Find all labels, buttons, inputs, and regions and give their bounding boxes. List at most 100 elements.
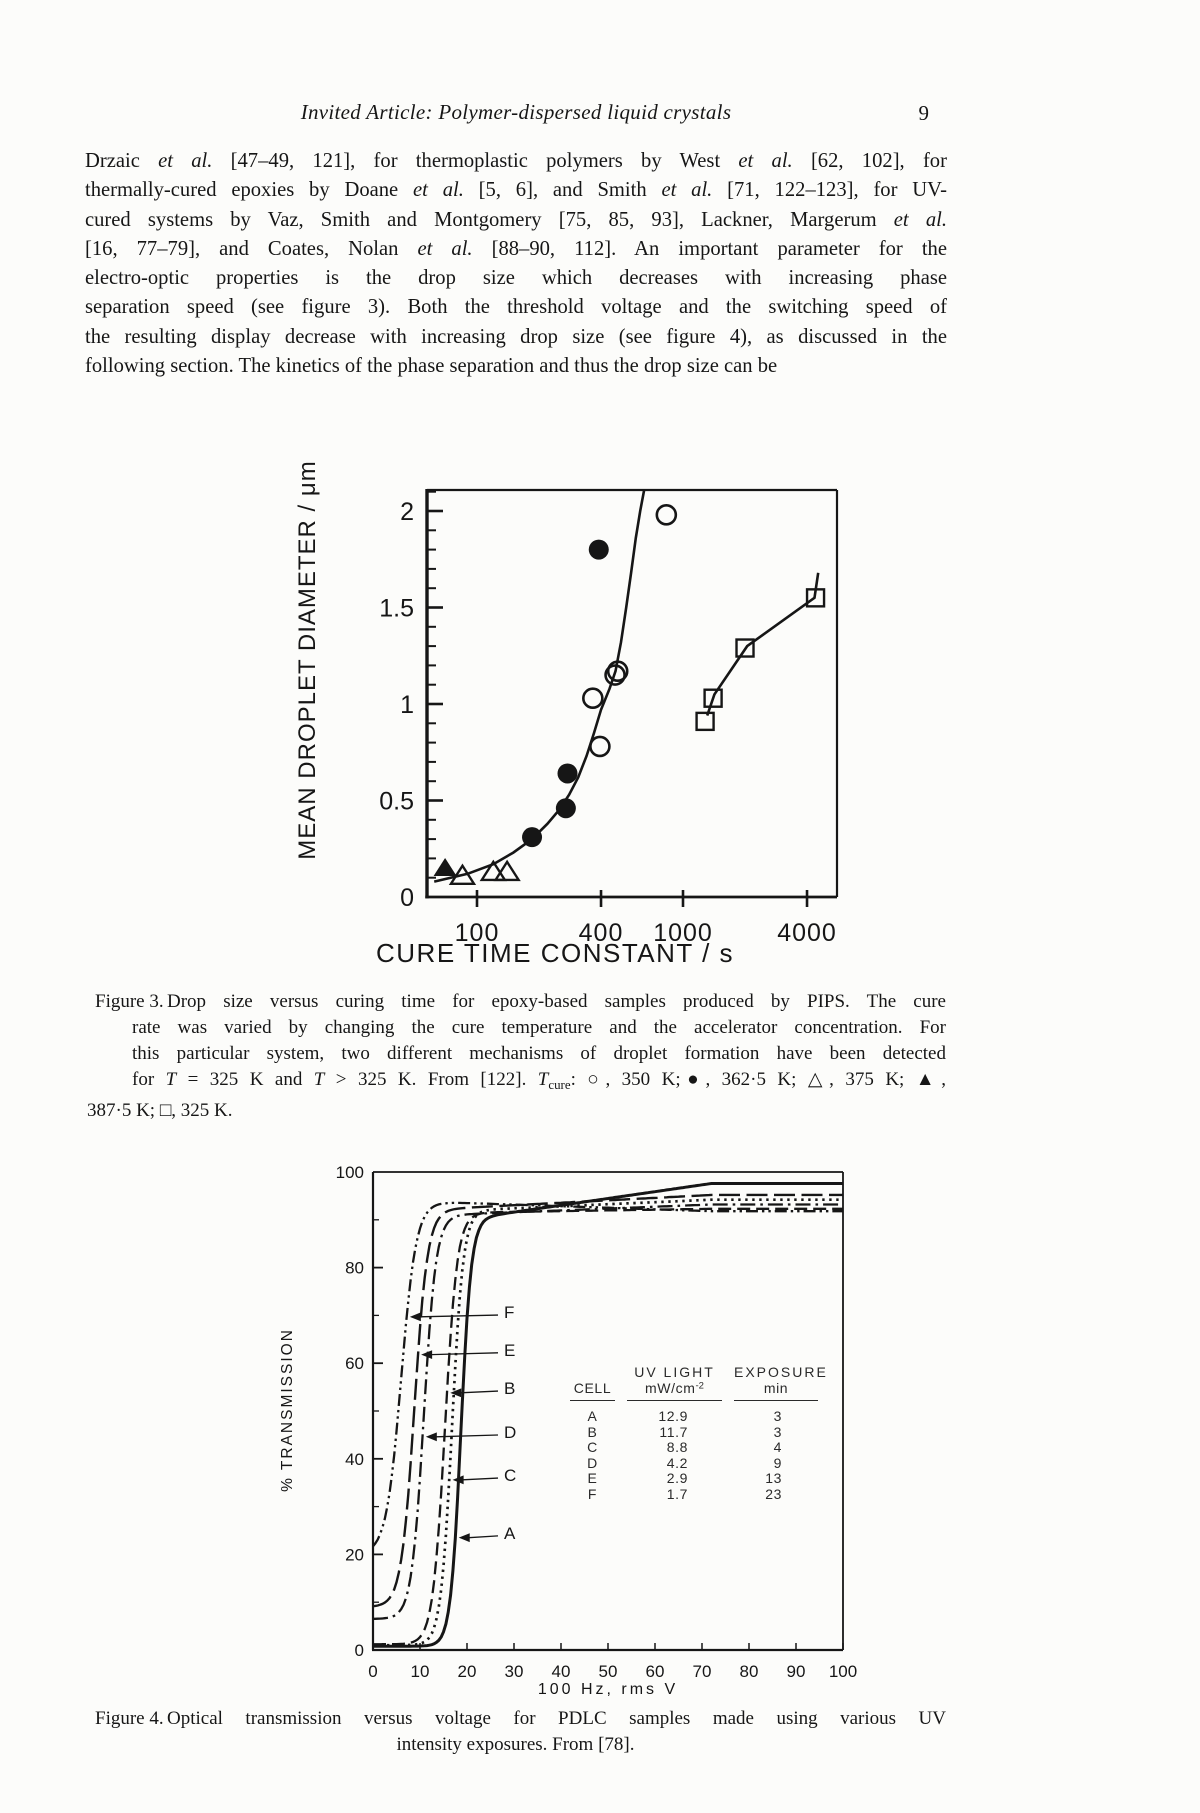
inset-cell-uv: 11.7 — [659, 1423, 688, 1440]
inset-row: F 1.7 23 — [570, 1485, 820, 1503]
fig4-x-tick-label: 50 — [599, 1662, 618, 1681]
caption-line: Figure 4. Optical transmission versus vo… — [85, 1706, 946, 1732]
caption-line: rate was varied by changing the cure tem… — [132, 1016, 946, 1038]
fig4-x-tick-label: 40 — [552, 1662, 571, 1681]
paragraph-line: following section. The kinetics of the p… — [85, 355, 778, 378]
paragraph-line: [16, 77–79], and Coates, Nolan et al. [8… — [85, 237, 947, 260]
inset-cell-uv: 8.8 — [666, 1439, 688, 1456]
fig4-x-tick-label: 100 — [829, 1662, 857, 1681]
inset-cell-exposure: 3 — [773, 1423, 782, 1440]
fig4-curve-E — [372, 1193, 843, 1608]
inset-cell-name: A — [587, 1408, 598, 1424]
inset-row: C 8.8 4 — [570, 1440, 820, 1456]
fig3-series-362-5-K — [522, 539, 609, 848]
figure-label: Figure 4. — [95, 1708, 164, 1729]
paragraph-line: separation speed (see figure 3). Both th… — [85, 296, 947, 319]
fig4-axes — [371, 1171, 844, 1652]
inset-cell-name: C — [587, 1439, 598, 1456]
fig4-x-axis-label: 100 Hz, rms V — [538, 1681, 678, 1698]
inset-row: A 12.9 3 — [570, 1408, 820, 1425]
inset-cell-exposure: 3 — [773, 1408, 782, 1424]
inset-cell-uv: 12.9 — [658, 1408, 688, 1424]
inset-cell-name: F — [587, 1485, 598, 1502]
fig4-y-tick-label: 100 — [336, 1163, 364, 1182]
inset-cell-uv: 1.7 — [666, 1485, 688, 1502]
inset-cell-exposure: 13 — [765, 1470, 782, 1487]
fig4-y-tick-label: 40 — [345, 1450, 364, 1469]
inset-row: B 11.7 3 — [570, 1423, 820, 1441]
figure3-caption: Figure 3. Drop size versus curing time fo… — [85, 989, 946, 1123]
caption-line: for T = 325 K and T > 325 K. From [122].… — [132, 1068, 947, 1092]
paragraph-line: Drzaic et al. [47–49, 121], for thermopl… — [85, 150, 947, 172]
figure3: 0 0.5 1 1.5 2 100 400 1000 4000 CURE TIME CONSTAN… — [285, 415, 875, 975]
fig4-curve-label-B: B — [504, 1379, 516, 1398]
fig4-x-tick-label: 80 — [740, 1662, 759, 1681]
inset-header-row-1: UV LIGHT EXPOSURE — [570, 1358, 828, 1380]
inset-col3-unit: min — [734, 1380, 818, 1401]
inset-cell-name: B — [587, 1423, 598, 1440]
paragraph-line: cured systems by Vaz, Smith and Montgome… — [85, 208, 947, 231]
caption-line: this particular system, two different me… — [132, 1042, 946, 1064]
fig4-curve-label-E: E — [504, 1341, 516, 1360]
caption-line: Figure 3. Drop size versus curing time fo… — [85, 989, 946, 1015]
figure3-plot: 0 0.5 1 1.5 2 100 400 1000 4000 CURE TIME CONSTAN… — [294, 460, 839, 968]
fig4-curve-B — [373, 1207, 843, 1646]
fig4-curve-A — [373, 1182, 843, 1648]
fig3-curve-low-temp-mechanism — [705, 572, 820, 717]
fig3-y-tick-label: 1.5 — [379, 595, 414, 623]
inset-col2-header: UV LIGHT — [634, 1364, 715, 1380]
fig4-x-tick-label: 90 — [787, 1662, 806, 1681]
fig4-x-tick-label: 0 — [368, 1662, 377, 1681]
figure4-inset-table: UV LIGHT EXPOSURE CELL mW/cm-2 min A 12.9… — [570, 1358, 828, 1503]
fig4-x-tick-label: 10 — [411, 1662, 430, 1681]
paragraph-line: thermally-cured epoxies by Doane et al. … — [85, 179, 947, 202]
fig3-x-axis-label: CURE TIME CONSTANT / s — [376, 938, 734, 968]
inset-cell-exposure: 23 — [765, 1485, 782, 1502]
caption-line: 387·5 K; □, 325 K. — [87, 1099, 233, 1121]
fig4-y-axis-label: % TRANSMISSION — [279, 1328, 296, 1492]
page-number: 9 — [918, 101, 930, 125]
fig4-curve-label-C: C — [504, 1466, 517, 1485]
fig4-curve-F — [372, 1201, 843, 1548]
paragraph-line: the resulting display decrease with incr… — [85, 325, 947, 348]
fig4-curve-label-F: F — [504, 1303, 515, 1322]
fig3-x-tick-label: 1000 — [653, 919, 713, 947]
fig4-x-tick-label: 20 — [458, 1662, 477, 1681]
fig3-x-tick-label: 100 — [455, 919, 500, 947]
fig4-y-tick-label: 20 — [345, 1545, 364, 1564]
inset-col1-header: CELL — [570, 1380, 615, 1401]
fig3-y-tick-label: 0.5 — [379, 788, 414, 816]
fig3-y-tick-label: 2 — [400, 498, 414, 526]
fig3-y-tick-label: 0 — [400, 884, 414, 912]
fig3-x-tick-label: 400 — [579, 919, 624, 947]
caption-text: Drop size versus curing time for epoxy-b… — [167, 991, 946, 1012]
fig4-y-tick-label: 0 — [355, 1641, 364, 1660]
inset-table-body: A 12.9 3 B 11.7 3 C 8.8 4 D 4.2 9 E 2.9 13 F 1.7 23 — [570, 1408, 820, 1503]
fig4-x-tick-label: 30 — [505, 1662, 524, 1681]
fig3-series-387-5-K — [433, 858, 457, 877]
fig3-y-tick-label: 1 — [400, 691, 414, 719]
inset-cell-uv: 4.2 — [666, 1454, 688, 1471]
fig3-x-tick-label: 4000 — [777, 919, 837, 947]
inset-header-row-2: CELL mW/cm-2 min — [570, 1380, 820, 1401]
fig4-curve-label-A: A — [504, 1524, 516, 1543]
inset-col3-header: EXPOSURE — [734, 1364, 828, 1380]
fig3-series-325-K — [695, 588, 826, 732]
fig4-x-tick-label: 60 — [646, 1662, 665, 1681]
figure4: 0 20 40 60 80 100 0 10 20 30 40 50 60 70 80 90 100 F E B D C A… — [270, 1160, 890, 1704]
inset-cell-name: E — [587, 1470, 598, 1487]
paragraph-line: electro-optic properties is the drop siz… — [85, 267, 947, 290]
page-header: Invited Article: Polymer-dispersed liqui… — [85, 100, 947, 130]
inset-cell-name: D — [587, 1454, 598, 1471]
inset-row: E 2.9 13 — [570, 1471, 820, 1487]
figure-label: Figure 3. — [95, 991, 164, 1012]
body-paragraph: Drzaic et al. [47–49, 121], for thermopl… — [85, 147, 947, 381]
caption-text: Optical transmission versus voltage for … — [167, 1708, 946, 1729]
fig4-curve-label-D: D — [504, 1423, 517, 1442]
fig3-curve-high-temp-mechanism — [433, 489, 646, 883]
inset-cell-uv: 2.9 — [666, 1470, 688, 1487]
inset-cell-exposure: 9 — [773, 1454, 782, 1471]
fig3-y-axis-label: MEAN DROPLET DIAMETER / μm — [294, 460, 321, 859]
